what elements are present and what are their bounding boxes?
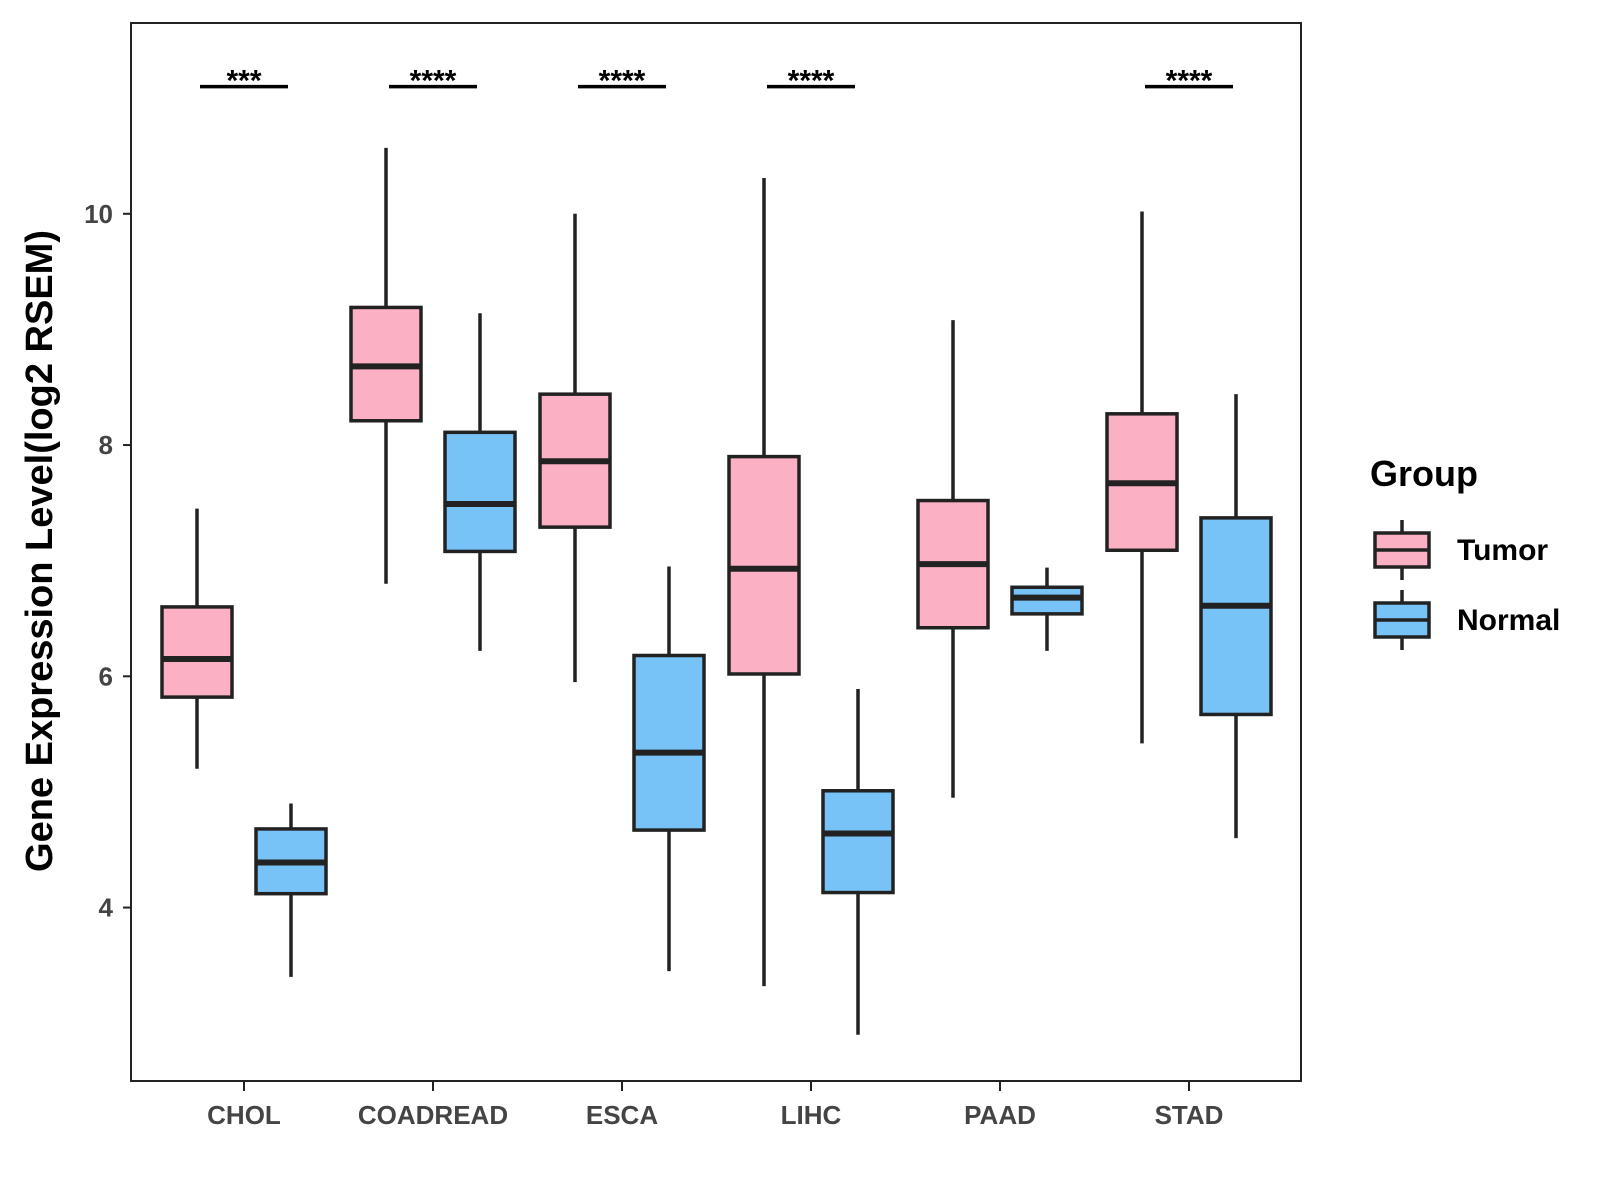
box-iqr	[727, 454, 801, 676]
x-tick-label: PAAD	[964, 1100, 1036, 1130]
box-normal-stad	[1199, 394, 1273, 839]
y-axis-title: Gene Expression Level(log2 RSEM)	[19, 230, 61, 872]
box-iqr	[443, 430, 517, 554]
box-iqr	[160, 605, 234, 699]
y-axis: 4 6 8 10	[84, 199, 131, 923]
box-tumor-chol	[160, 508, 234, 769]
box-normal-paad	[1010, 567, 1084, 651]
x-axis: CHOL COADREAD ESCA LIHC PAAD STAD	[207, 1081, 1223, 1130]
legend-label: Normal	[1457, 604, 1560, 637]
box-normal-chol	[254, 803, 328, 977]
box-tumor-coadread	[349, 147, 423, 584]
y-tick-label: 8	[99, 430, 113, 460]
box-tumor-esca	[538, 213, 612, 683]
x-tick-label: STAD	[1155, 1100, 1224, 1130]
box-iqr	[1199, 516, 1273, 717]
significance-label: ***	[226, 65, 261, 98]
x-tick-label: LIHC	[781, 1100, 842, 1130]
box-tumor-stad	[1105, 211, 1179, 744]
box-tumor-lihc	[727, 177, 801, 987]
box-iqr	[821, 789, 895, 895]
legend-label: Tumor	[1457, 534, 1548, 567]
x-tick-label: COADREAD	[358, 1100, 508, 1130]
legend-title: Group	[1370, 453, 1478, 494]
plot-area: *** **** **** **** ****	[160, 65, 1273, 1035]
box-normal-coadread	[443, 313, 517, 651]
legend-entry-normal: Normal	[1373, 590, 1560, 650]
significance-label: ****	[599, 65, 646, 98]
plot-border	[130, 22, 1302, 1082]
y-tick-label: 4	[99, 893, 114, 923]
box-normal-lihc	[821, 689, 895, 1035]
box-tumor-paad	[916, 320, 990, 798]
legend-entry-tumor: Tumor	[1373, 520, 1548, 580]
x-tick-label: ESCA	[586, 1100, 658, 1130]
significance-label: ****	[1166, 65, 1213, 98]
y-tick-label: 6	[99, 661, 113, 691]
box-iqr	[632, 653, 706, 832]
legend: Group Tumor Normal	[1370, 453, 1560, 650]
x-tick-label: CHOL	[207, 1100, 281, 1130]
y-tick-label: 10	[84, 199, 113, 229]
significance-label: ****	[788, 65, 835, 98]
significance-label: ****	[410, 65, 457, 98]
box-normal-esca	[632, 566, 706, 972]
